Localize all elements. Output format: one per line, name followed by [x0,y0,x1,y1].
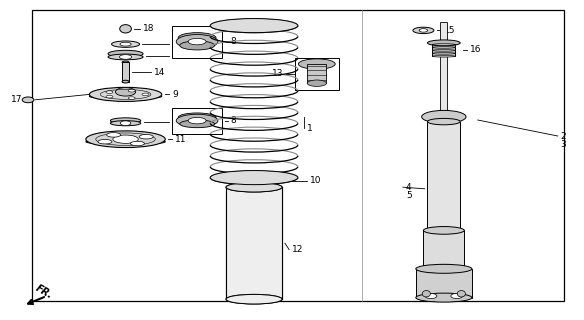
Ellipse shape [142,93,149,96]
Ellipse shape [249,179,259,183]
Ellipse shape [427,118,460,125]
Ellipse shape [422,110,466,123]
Ellipse shape [107,132,121,137]
Ellipse shape [112,41,140,47]
Ellipse shape [425,293,437,299]
Ellipse shape [419,29,427,32]
Ellipse shape [239,177,269,185]
Bar [307,64,326,83]
Ellipse shape [128,89,135,92]
Text: 6: 6 [172,40,178,49]
Ellipse shape [432,44,456,45]
Text: 12: 12 [292,245,303,254]
Ellipse shape [130,141,144,146]
Text: 3: 3 [561,140,566,149]
Ellipse shape [451,293,463,299]
Ellipse shape [120,121,131,125]
Ellipse shape [413,27,434,34]
Text: 7: 7 [172,51,178,60]
Ellipse shape [226,294,282,304]
Ellipse shape [176,35,218,49]
Ellipse shape [432,50,456,51]
Text: 4: 4 [406,183,412,192]
Ellipse shape [423,265,464,273]
Bar [226,187,282,299]
Text: 10: 10 [310,176,321,185]
Bar [122,62,129,82]
Ellipse shape [432,52,456,54]
Text: 1: 1 [307,124,312,132]
Text: 13: 13 [272,69,283,78]
Ellipse shape [120,25,131,33]
Ellipse shape [226,294,282,304]
Text: 18: 18 [143,24,155,33]
Ellipse shape [108,54,143,60]
Ellipse shape [226,182,282,192]
Ellipse shape [86,131,165,148]
Ellipse shape [422,291,430,297]
Text: 7: 7 [172,118,178,127]
Bar [416,269,472,298]
Ellipse shape [22,97,34,103]
Text: 14: 14 [154,68,165,76]
Text: 15: 15 [444,26,456,35]
Ellipse shape [110,121,141,126]
Bar [172,108,222,134]
Ellipse shape [89,93,162,99]
Ellipse shape [210,19,298,33]
Ellipse shape [122,61,129,64]
Ellipse shape [119,55,132,59]
Ellipse shape [432,55,456,57]
Ellipse shape [188,38,206,45]
Ellipse shape [86,139,165,145]
Ellipse shape [416,293,472,302]
Ellipse shape [180,120,214,128]
Text: 5: 5 [406,191,412,200]
Bar [432,43,456,56]
Ellipse shape [106,95,113,98]
Bar [423,230,464,269]
Ellipse shape [128,97,135,100]
Bar [295,58,339,90]
Ellipse shape [423,227,464,234]
Ellipse shape [416,264,472,273]
Ellipse shape [98,140,112,144]
Text: 17: 17 [11,95,22,104]
Bar [172,26,222,58]
Ellipse shape [116,88,135,96]
Ellipse shape [120,42,131,46]
Ellipse shape [180,41,214,50]
Text: 16: 16 [470,45,482,54]
Ellipse shape [176,114,218,127]
Ellipse shape [457,291,465,297]
Ellipse shape [188,117,206,124]
Ellipse shape [427,227,460,234]
Ellipse shape [298,59,335,69]
Ellipse shape [113,135,138,143]
Ellipse shape [226,182,282,192]
Ellipse shape [122,80,129,83]
Ellipse shape [178,33,216,43]
Ellipse shape [427,40,460,46]
Ellipse shape [432,47,456,48]
Ellipse shape [210,171,298,185]
Text: 8: 8 [231,116,237,125]
Text: 9: 9 [172,90,178,99]
Text: 2: 2 [561,132,566,140]
Text: 8: 8 [231,37,237,46]
Text: 11: 11 [175,135,187,144]
Bar [427,122,460,230]
Ellipse shape [89,87,162,101]
Bar [440,22,447,122]
Ellipse shape [307,80,326,86]
Ellipse shape [139,134,153,139]
Text: FR.: FR. [34,283,54,301]
Ellipse shape [108,50,143,57]
Ellipse shape [178,113,216,122]
Ellipse shape [106,91,113,93]
Ellipse shape [110,118,141,124]
